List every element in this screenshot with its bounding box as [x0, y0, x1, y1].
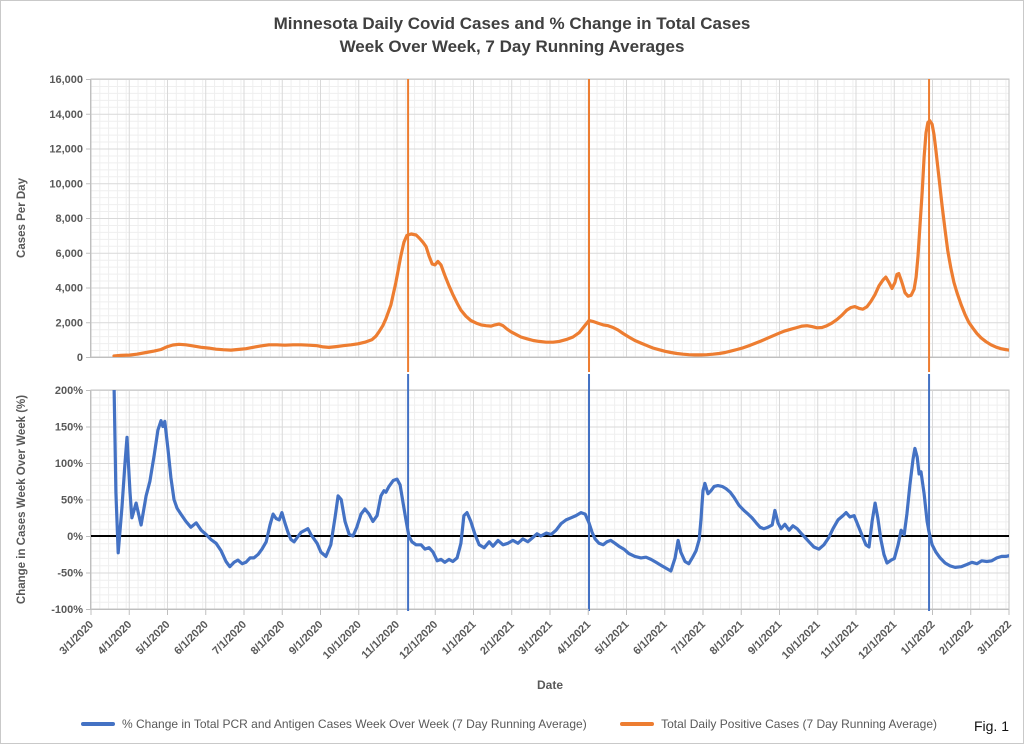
svg-text:12,000: 12,000 [49, 144, 83, 156]
chart-title: Minnesota Daily Covid Cases and % Change… [1, 12, 1023, 58]
svg-text:6/1/2020: 6/1/2020 [172, 619, 211, 658]
svg-text:150%: 150% [55, 422, 83, 434]
chart-title-line2: Week Over Week, 7 Day Running Averages [339, 37, 685, 56]
svg-text:100%: 100% [55, 458, 83, 470]
event-marker-lines [407, 374, 931, 611]
svg-text:-50%: -50% [57, 568, 83, 580]
figure-number-label: Fig. 1 [973, 718, 1009, 734]
svg-text:11/1/2020: 11/1/2020 [359, 619, 402, 662]
chart-legend: % Change in Total PCR and Antigen Cases … [81, 717, 937, 731]
orange-line-swatch-icon [620, 722, 655, 726]
svg-text:10,000: 10,000 [49, 178, 83, 190]
svg-text:8/1/2021: 8/1/2021 [708, 619, 747, 658]
svg-text:9/1/2020: 9/1/2020 [287, 619, 326, 658]
svg-text:11/1/2021: 11/1/2021 [818, 619, 861, 662]
svg-text:3/1/2021: 3/1/2021 [516, 619, 555, 658]
svg-text:4,000: 4,000 [55, 283, 83, 295]
y-axis-tick-labels: -100% -50% 0% 50% 100% 150% 200% [51, 385, 91, 616]
top-panel-cases: 0 2,000 4,000 6,000 8,000 10,000 12,000 14,000 1… [16, 74, 1010, 372]
chart-title-line1: Minnesota Daily Covid Cases and % Change… [273, 14, 751, 33]
svg-text:7/1/2020: 7/1/2020 [210, 619, 249, 658]
pct-change-series-line [112, 390, 1009, 573]
x-axis-title: Date [537, 678, 563, 692]
y-axis-tick-labels: 0 2,000 4,000 6,000 8,000 10,000 12,000 14,000 1… [49, 74, 91, 364]
svg-text:5/1/2021: 5/1/2021 [593, 619, 632, 658]
svg-text:2/1/2021: 2/1/2021 [478, 619, 517, 658]
blue-line-swatch-icon [81, 722, 115, 726]
svg-text:1/1/2021: 1/1/2021 [440, 619, 479, 658]
y-axis-title: Change in Cases Week Over Week (%) [16, 395, 28, 604]
svg-text:14,000: 14,000 [49, 109, 83, 121]
svg-text:2/1/2022: 2/1/2022 [937, 619, 976, 658]
svg-text:2,000: 2,000 [55, 317, 83, 329]
svg-text:3/1/2022: 3/1/2022 [975, 619, 1014, 658]
svg-text:6/1/2021: 6/1/2021 [631, 619, 670, 658]
svg-text:3/1/2020: 3/1/2020 [57, 619, 96, 658]
svg-text:5/1/2020: 5/1/2020 [134, 619, 173, 658]
legend-item-pct-change: % Change in Total PCR and Antigen Cases … [81, 717, 587, 731]
svg-text:0: 0 [77, 352, 83, 364]
bottom-panel-pct-change: -100% -50% 0% 50% 100% 150% 200% Change in Case… [16, 374, 1010, 616]
event-marker-lines [407, 79, 931, 372]
svg-text:-100%: -100% [51, 604, 83, 616]
svg-text:1/1/2022: 1/1/2022 [899, 619, 938, 658]
svg-text:7/1/2021: 7/1/2021 [669, 619, 708, 658]
svg-text:0%: 0% [67, 531, 83, 543]
svg-text:10/1/2020: 10/1/2020 [321, 619, 364, 662]
svg-text:4/1/2020: 4/1/2020 [96, 619, 135, 658]
svg-text:6,000: 6,000 [55, 248, 83, 260]
legend-label-pct-change: % Change in Total PCR and Antigen Cases … [122, 717, 587, 731]
major-gridlines [90, 390, 1010, 610]
y-axis-title: Cases Per Day [16, 177, 28, 258]
svg-text:8/1/2020: 8/1/2020 [249, 619, 288, 658]
legend-item-daily-cases: Total Daily Positive Cases (7 Day Runnin… [620, 717, 937, 731]
svg-text:10/1/2021: 10/1/2021 [780, 619, 823, 662]
svg-text:200%: 200% [55, 385, 83, 397]
svg-text:4/1/2021: 4/1/2021 [555, 619, 594, 658]
legend-label-daily-cases: Total Daily Positive Cases (7 Day Runnin… [661, 717, 937, 731]
daily-cases-series-line [112, 119, 1009, 357]
svg-text:12/1/2021: 12/1/2021 [856, 619, 899, 662]
svg-text:8,000: 8,000 [55, 213, 83, 225]
x-axis-date-labels: 3/1/2020 4/1/2020 5/1/2020 6/1/2020 7/1/2020… [57, 609, 1014, 692]
svg-text:16,000: 16,000 [49, 74, 83, 86]
svg-text:9/1/2021: 9/1/2021 [746, 619, 785, 658]
svg-text:50%: 50% [61, 495, 83, 507]
svg-text:12/1/2020: 12/1/2020 [397, 619, 440, 662]
